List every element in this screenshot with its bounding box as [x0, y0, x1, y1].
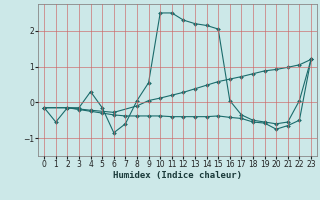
- X-axis label: Humidex (Indice chaleur): Humidex (Indice chaleur): [113, 171, 242, 180]
